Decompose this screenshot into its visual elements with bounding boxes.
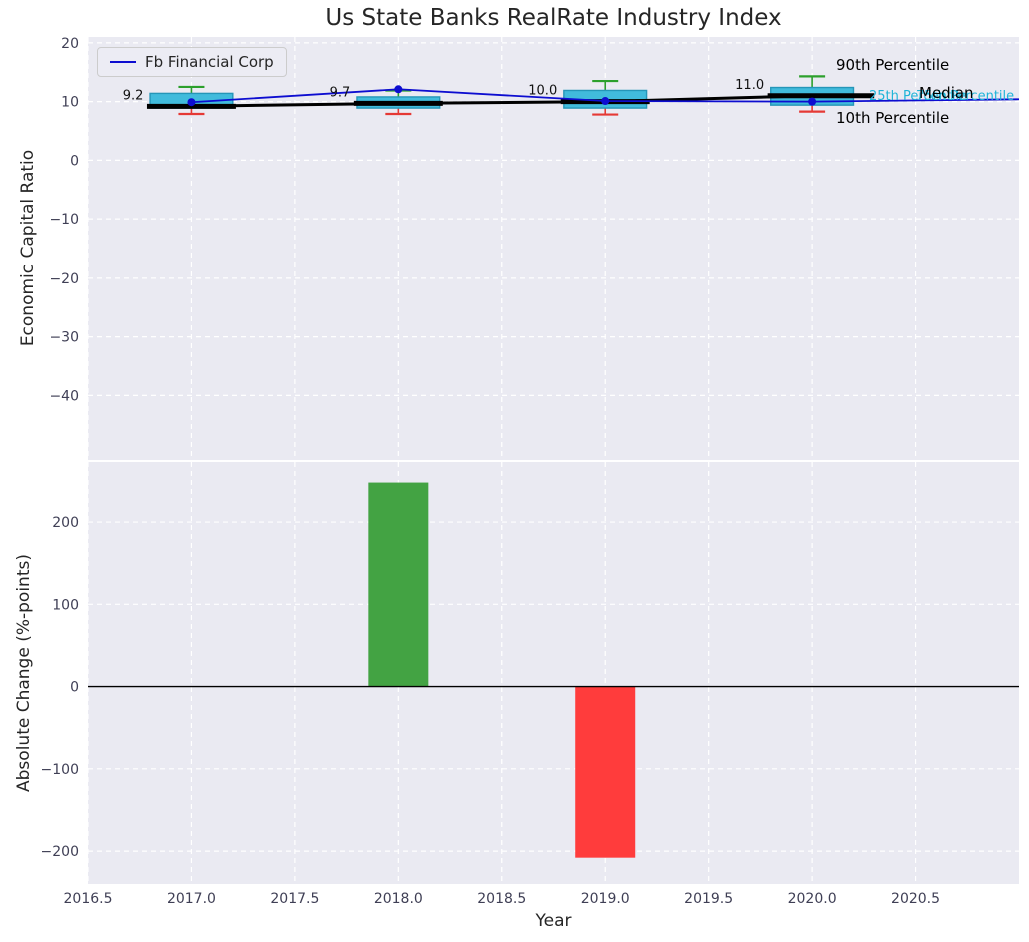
y-tick-label: 200 [52,515,79,531]
x-tick-label: 2017.0 [167,891,216,907]
company-marker [187,98,196,107]
bottom-y-axis-label: Absolute Change (%-points) [14,554,34,792]
company-marker [601,97,610,106]
y-tick-label: −100 [41,762,79,778]
y-tick-label: −40 [49,388,79,404]
bar-negative [575,686,636,858]
y-tick-label: 100 [52,597,79,613]
legend: Fb Financial Corp [97,47,287,77]
y-tick-label: −10 [49,212,79,228]
y-tick-label: −20 [49,271,79,287]
x-tick-label: 2019.5 [684,891,733,907]
x-tick-label: 2019.0 [581,891,630,907]
median-value-label: 11.0 [735,78,764,93]
company-marker [394,85,403,94]
x-tick-label: 2018.5 [477,891,526,907]
y-tick-label: −30 [49,330,79,346]
x-tick-label: 2017.5 [270,891,319,907]
annotation-10th-percentile: 10th Percentile [836,109,950,127]
company-marker [808,97,817,106]
legend-label: Fb Financial Corp [145,53,274,71]
median-value-label: 10.0 [528,84,557,99]
y-tick-label: 20 [61,36,79,52]
annotation-median: Median [919,84,974,102]
x-tick-label: 2020.5 [891,891,940,907]
y-tick-label: 0 [70,680,79,696]
y-tick-label: −200 [41,844,79,860]
y-tick-label: 0 [70,153,79,169]
top-plot-area [88,37,1019,460]
bar-positive [368,482,429,687]
legend-line-sample [110,61,136,63]
median-value-label: 9.7 [330,85,351,100]
median-series-line [191,94,813,108]
x-tick-label: 2018.0 [374,891,423,907]
x-tick-label: 2016.5 [64,891,113,907]
annotation-90th-percentile: 90th Percentile [836,56,950,74]
y-tick-label: 10 [61,95,79,111]
bottom-plot-area [88,462,1019,884]
chart-title: Us State Banks RealRate Industry Index [325,5,782,31]
annotation-75th-percentile: 75th Percentile [916,89,1015,104]
x-axis-label: Year [535,911,572,931]
median-value-label: 9.2 [123,88,144,103]
annotation-25th-percentile: 25th Percentile [869,89,968,104]
x-tick-label: 2020.0 [788,891,837,907]
top-y-axis-label: Economic Capital Ratio [18,149,38,347]
